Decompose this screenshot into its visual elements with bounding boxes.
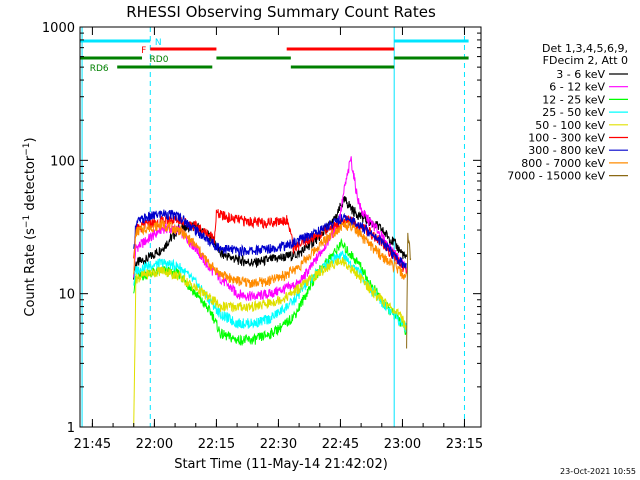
- y-axis-label: Count Rate (s−1 detector−1): [22, 137, 38, 316]
- plot-frame: [79, 26, 482, 428]
- plot-area: NF RD0 RD6: [80, 27, 469, 428]
- y-axis-label-exp2: −1: [22, 142, 32, 155]
- series-line: [133, 250, 408, 333]
- x-tick-label: 23:15: [446, 437, 483, 452]
- y-tick-label: 100: [50, 154, 75, 169]
- timestamp: 23-Oct-2021 10:55: [560, 467, 636, 476]
- x-tick-label: 23:00: [384, 437, 421, 452]
- legend-entry-label: 100 - 300 keV: [528, 132, 605, 145]
- x-axis-label: Start Time (11-May-14 21:42:02): [174, 457, 388, 472]
- legend-entry-label: 6 - 12 keV: [549, 81, 605, 94]
- legend-entry-label: 25 - 50 keV: [542, 106, 605, 119]
- y-axis-label-main: Count Rate (s: [23, 228, 38, 317]
- flag-label: RD0: [150, 55, 169, 65]
- series-line: [406, 232, 412, 349]
- legend: Det 1,3,4,5,6,9,FDecim 2, Att 03 - 6 keV…: [507, 42, 628, 183]
- y-tick-label: 10: [58, 288, 75, 303]
- flag-label: F: [141, 46, 146, 56]
- y-axis-label-exp1: −1: [22, 215, 32, 228]
- legend-entry-label: 800 - 7000 keV: [521, 157, 605, 170]
- series-line: [133, 209, 407, 269]
- legend-entry-label: 12 - 25 keV: [542, 93, 605, 106]
- legend-entry-label: 50 - 100 keV: [535, 119, 605, 132]
- legend-header: FDecim 2, Att 0: [543, 54, 628, 67]
- y-tick-label: 1: [67, 421, 75, 436]
- series-line: [133, 219, 407, 289]
- legend-entry-label: 300 - 800 keV: [528, 144, 605, 157]
- flag-label: N: [155, 38, 162, 48]
- x-tick-label: 22:30: [260, 437, 297, 452]
- legend-entry-label: 7000 - 15000 keV: [507, 170, 605, 183]
- chart-title: RHESSI Observing Summary Count Rates: [126, 3, 436, 21]
- series-line: [133, 156, 408, 302]
- y-axis: 1 10 100 1000: [42, 21, 481, 436]
- flag-label: RD6: [90, 64, 109, 74]
- x-tick-label: 22:00: [136, 437, 173, 452]
- legend-header: Det 1,3,4,5,6,9,: [542, 42, 628, 55]
- y-tick-label: 1000: [42, 21, 75, 36]
- y-axis-label-mid: detector: [23, 155, 38, 215]
- x-axis: 21:45 22:00 22:15 22:30 22:45 23:00 23:15: [74, 27, 483, 452]
- x-tick-label: 21:45: [74, 437, 111, 452]
- legend-entry-label: 3 - 6 keV: [556, 68, 605, 81]
- x-tick-label: 22:45: [322, 437, 359, 452]
- series-line: [133, 257, 408, 428]
- x-tick-label: 22:15: [198, 437, 235, 452]
- y-axis-label-end: ): [23, 137, 38, 142]
